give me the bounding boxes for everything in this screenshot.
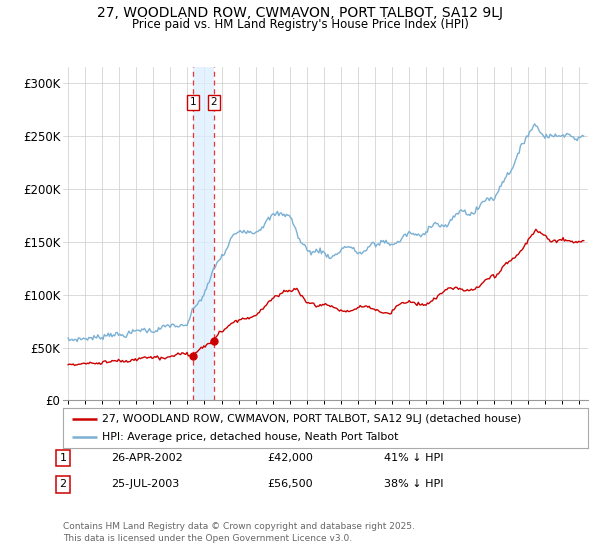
- Text: 1: 1: [59, 453, 67, 463]
- Text: 27, WOODLAND ROW, CWMAVON, PORT TALBOT, SA12 9LJ: 27, WOODLAND ROW, CWMAVON, PORT TALBOT, …: [97, 6, 503, 20]
- Text: 2: 2: [211, 97, 217, 107]
- Text: HPI: Average price, detached house, Neath Port Talbot: HPI: Average price, detached house, Neat…: [103, 432, 399, 442]
- Text: 26-APR-2002: 26-APR-2002: [111, 453, 183, 463]
- Text: Contains HM Land Registry data © Crown copyright and database right 2025.
This d: Contains HM Land Registry data © Crown c…: [63, 522, 415, 543]
- Text: 38% ↓ HPI: 38% ↓ HPI: [384, 479, 443, 489]
- Text: Price paid vs. HM Land Registry's House Price Index (HPI): Price paid vs. HM Land Registry's House …: [131, 18, 469, 31]
- Text: 1: 1: [190, 97, 196, 107]
- Text: 41% ↓ HPI: 41% ↓ HPI: [384, 453, 443, 463]
- Bar: [193, 67, 214, 400]
- Text: 25-JUL-2003: 25-JUL-2003: [111, 479, 179, 489]
- Text: 2: 2: [59, 479, 67, 489]
- Text: £56,500: £56,500: [267, 479, 313, 489]
- Text: £42,000: £42,000: [267, 453, 313, 463]
- Text: 27, WOODLAND ROW, CWMAVON, PORT TALBOT, SA12 9LJ (detached house): 27, WOODLAND ROW, CWMAVON, PORT TALBOT, …: [103, 414, 522, 423]
